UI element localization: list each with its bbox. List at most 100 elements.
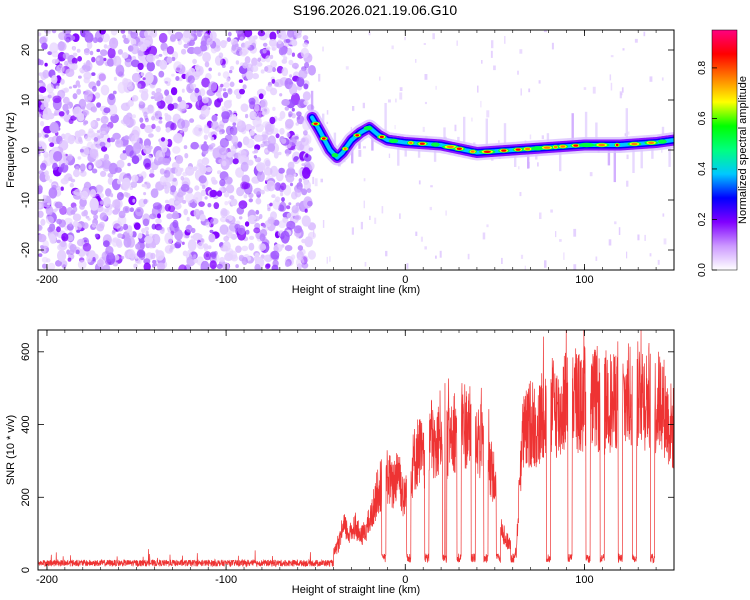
spectrogram-noise-cell (181, 88, 185, 93)
spectrogram-noise-cell (60, 241, 67, 248)
spectrogram-noise-cell (216, 97, 223, 103)
spectrogram-noise-cell (159, 59, 168, 70)
spectrogram-speckle (563, 252, 565, 260)
spectrogram-smear (625, 108, 628, 145)
spectrogram-noise-cell (89, 197, 99, 211)
spectrogram-speckle (435, 85, 437, 90)
spectrogram-noise-cell (72, 213, 82, 222)
spectrogram-speckle (352, 106, 355, 111)
spectrogram-speckle (395, 98, 397, 103)
spectrogram-noise-cell (159, 151, 166, 159)
spectrogram-noise-cell (231, 135, 239, 145)
spectrogram-noise-cell (183, 43, 189, 49)
spectrogram-speckle (528, 88, 531, 93)
snr-y-tick-label: 200 (20, 488, 32, 506)
spectrogram-noise-cell (194, 185, 200, 191)
spectrogram-noise-cell (147, 104, 155, 114)
spectrogram-noise-cell (270, 87, 278, 96)
spectrogram-noise-cell (190, 30, 197, 37)
snr-line (38, 330, 674, 568)
spectrogram-noise-field (38, 30, 667, 270)
spectrogram-noise-cell (189, 118, 195, 123)
spectrogram-noise-cell (293, 173, 297, 177)
spectrogram-noise-cell (93, 137, 99, 142)
spectrogram-noise-cell (249, 235, 255, 240)
spectrogram-speckle (467, 253, 470, 260)
snr-y-label: SNR (10 * v/v) (5, 415, 17, 485)
spectrogram-noise-cell (49, 234, 57, 244)
spectrogram-noise-cell (147, 45, 158, 57)
spectrogram-noise-cell (301, 215, 311, 227)
spectrogram-noise-cell (203, 251, 212, 261)
spectrogram-noise-cell (240, 161, 249, 172)
spectrogram-noise-cell (236, 207, 245, 215)
spectrogram-noise-cell (201, 30, 207, 34)
spectrogram-noise-cell (237, 141, 242, 148)
spectrogram-noise-cell (265, 263, 271, 270)
spectrogram-noise-cell (131, 59, 140, 68)
spectrogram-noise-cell (193, 46, 202, 55)
snr-series (38, 330, 674, 568)
spectrogram-noise-cell (90, 120, 96, 127)
spectrogram-noise-cell (277, 151, 282, 156)
spectrogram-noise-cell (293, 156, 299, 161)
spectrogram-noise-cell (258, 93, 264, 100)
spectrogram-noise-cell (209, 260, 217, 270)
spectrogram-noise-cell (155, 88, 162, 93)
spectrogram-speckle (345, 66, 349, 70)
spectrogram-noise-cell (163, 106, 168, 111)
spectrogram-noise-cell (45, 258, 51, 263)
spectrogram-noise-cell (258, 243, 267, 252)
spectrogram-noise-cell (99, 141, 106, 147)
spectrogram-noise-cell (174, 229, 184, 241)
spectrogram-noise-cell (105, 188, 112, 197)
spectrogram-noise-cell (61, 236, 66, 241)
spectrogram-noise-cell (306, 188, 312, 194)
spectrogram-noise-cell (159, 175, 168, 186)
colorbar-label: Normalized spectral amplitude (737, 76, 749, 224)
spectrogram-speckle (364, 262, 367, 267)
spectrogram-noise-cell (122, 177, 131, 190)
spectrogram-noise-cell (122, 34, 127, 39)
spectrogram-hot-peak (615, 143, 619, 147)
spectrogram-speckle (454, 124, 457, 132)
spectrogram-noise-cell (287, 30, 295, 38)
spectrogram-noise-cell (44, 170, 49, 177)
spectrogram-noise-cell (131, 72, 141, 83)
spectrogram-noise-cell (226, 37, 231, 42)
spectrogram-noise-cell (177, 96, 182, 103)
spectrogram-speckle (539, 212, 542, 219)
spectrogram-noise-cell (87, 130, 96, 138)
spectrogram-noise-cell (118, 210, 126, 219)
spectrogram-noise-cell (80, 69, 85, 74)
spectrogram-noise-cell (222, 88, 227, 92)
spectrogram-noise-cell (132, 198, 136, 203)
spectrogram-noise-cell (81, 64, 91, 73)
spectrogram-noise-cell (41, 95, 51, 104)
spectrogram-noise-cell (94, 92, 101, 99)
spectrogram-noise-cell (208, 81, 218, 92)
spectrogram-noise-cell (143, 145, 152, 155)
spectrogram-noise-cell (206, 166, 213, 173)
spectrogram-noise-cell (219, 224, 229, 235)
spectrogram-noise-cell (231, 44, 237, 51)
spectrogram-noise-cell (303, 161, 311, 170)
spectrogram-noise-cell (51, 184, 57, 190)
spectrogram-noise-cell (209, 189, 218, 198)
spectrogram-noise-cell (159, 168, 165, 175)
spectrogram-noise-cell (271, 194, 276, 199)
spectrogram-speckle (388, 99, 391, 103)
spectrogram-noise-cell (107, 172, 114, 178)
spectrogram-noise-cell (148, 133, 154, 138)
spectrogram-speckle (329, 256, 331, 262)
spectrogram-noise-cell (239, 205, 244, 209)
spectrogram-noise-cell (79, 148, 84, 153)
spectrogram-noise-cell (260, 69, 265, 74)
spectrogram-noise-cell (38, 58, 42, 66)
spectrogram-noise-cell (112, 220, 122, 229)
spectrogram-speckle (432, 33, 435, 40)
spectrogram-noise-cell (266, 181, 276, 192)
spectrogram-noise-cell (303, 83, 309, 90)
spectrogram-smear (527, 148, 530, 169)
